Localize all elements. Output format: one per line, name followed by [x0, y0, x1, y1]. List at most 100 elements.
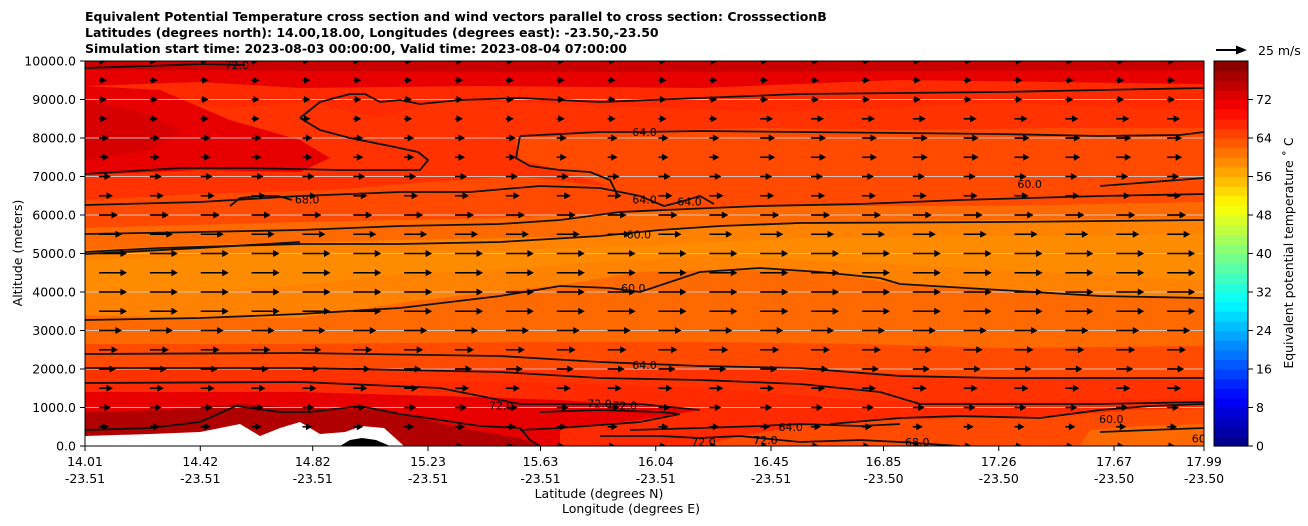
wind-arrow — [912, 173, 925, 180]
colorbar-level — [1214, 195, 1248, 206]
wind-arrow — [251, 404, 264, 411]
wind-arrow — [607, 327, 631, 334]
wind-arrow — [861, 76, 870, 84]
wind-arrow — [251, 230, 275, 238]
colorbar-level — [1214, 89, 1248, 101]
wind-arrow — [505, 61, 514, 65]
wind-arrow — [505, 230, 529, 238]
wind-arrow — [709, 96, 718, 103]
colorbar-level — [1214, 234, 1248, 245]
wind-arrow — [1167, 404, 1180, 411]
wind-arrow — [811, 230, 835, 238]
wind-arrow — [760, 346, 780, 354]
wind-arrow — [963, 134, 979, 142]
wind-arrow — [99, 76, 107, 84]
colorbar-level — [1214, 388, 1248, 399]
wind-arrow — [251, 384, 266, 392]
wind-arrow — [963, 423, 974, 431]
wind-arrow — [607, 61, 616, 65]
wind-arrow — [912, 211, 932, 219]
wind-arrow — [1065, 442, 1074, 446]
x-tick-label-latitude: 15.63 — [523, 454, 559, 469]
wind-arrow — [607, 230, 631, 238]
wind-arrow — [1065, 173, 1078, 180]
wind-arrow — [811, 346, 831, 354]
wind-arrow — [353, 211, 373, 219]
wind-arrow — [99, 173, 111, 180]
colorbar-level — [1214, 128, 1248, 139]
wind-arrow — [200, 96, 209, 103]
wind-arrow — [99, 384, 113, 392]
colorbar-level — [1214, 61, 1248, 72]
wind-arrow — [302, 230, 326, 238]
contour-upper-wavy — [299, 87, 1204, 119]
wind-arrow — [149, 327, 173, 334]
colorbar-level — [1214, 99, 1248, 110]
wind-arrow — [353, 192, 368, 200]
wind-arrow — [302, 288, 331, 296]
wind-arrow — [912, 384, 927, 392]
colorbar: 0 8 16 24 32 40 48 56 64 72 — [1213, 60, 1272, 454]
wind-arrow — [1014, 404, 1027, 411]
wind-arrow — [353, 404, 366, 411]
wind-arrow — [861, 192, 876, 200]
wind-arrow — [200, 365, 218, 373]
wind-arrow — [1014, 211, 1034, 219]
wind-arrow — [1065, 307, 1094, 315]
wind-arrow — [505, 192, 520, 200]
colorbar-level — [1214, 330, 1248, 341]
wind-arrow — [149, 250, 178, 257]
colorbar-tick-label: 40 — [1256, 246, 1272, 261]
wind-arrow — [1065, 365, 1083, 373]
wind-arrow — [251, 288, 280, 296]
wind-arrow — [658, 346, 678, 354]
wind-arrow — [658, 61, 667, 65]
wind-arrow — [353, 173, 366, 180]
wind-arrow — [658, 327, 682, 334]
wind-arrow — [505, 115, 514, 123]
wind-arrow — [607, 404, 620, 411]
wind-arrow — [404, 115, 413, 123]
wind-arrow — [658, 192, 673, 200]
wind-arrow — [149, 346, 169, 354]
colorbar-level — [1214, 292, 1248, 303]
chart-title-line-3: Simulation start time: 2023-08-03 00:00:… — [85, 41, 627, 56]
colorbar-level — [1214, 359, 1248, 370]
x-tick-label-latitude: 15.23 — [410, 454, 446, 469]
wind-arrow — [1065, 192, 1080, 200]
wind-arrow — [861, 153, 877, 161]
wind-arrow — [251, 327, 275, 334]
quiver-key-arrow-head-icon — [1236, 45, 1247, 55]
x-tick-label-longitude: -23.50 — [1184, 471, 1224, 486]
wind-arrow — [709, 288, 738, 296]
wind-arrow — [251, 423, 262, 431]
wind-arrow — [302, 153, 313, 161]
wind-arrow — [1167, 307, 1196, 315]
wind-arrow — [607, 442, 616, 446]
contour-label: 72.0 — [753, 434, 778, 447]
wind-arrow — [455, 346, 475, 354]
wind-arrow — [1014, 173, 1027, 180]
wind-arrow — [1065, 61, 1074, 65]
wind-arrow — [607, 365, 625, 373]
wind-arrow — [760, 442, 769, 446]
x-tick-label-latitude: 14.42 — [182, 454, 218, 469]
wind-arrow — [811, 423, 822, 431]
contour-label: 64.0 — [778, 421, 803, 434]
wind-arrow — [912, 307, 941, 315]
wind-arrow — [861, 404, 874, 411]
wind-arrow — [505, 269, 534, 277]
colorbar-level — [1214, 340, 1248, 351]
wind-arrow — [709, 173, 722, 180]
wind-arrow — [1065, 96, 1074, 103]
wind-arrow — [1167, 423, 1178, 431]
wind-arrow — [200, 288, 229, 296]
wind-arrow — [709, 384, 724, 392]
wind-arrow — [760, 115, 774, 123]
wind-arrow — [556, 327, 580, 334]
wind-arrow — [1065, 115, 1079, 123]
wind-arrow — [1065, 250, 1094, 257]
wind-arrow — [455, 404, 468, 411]
contour-72-lower-loop — [519, 409, 681, 431]
contour-label: 64.0 — [677, 196, 702, 209]
